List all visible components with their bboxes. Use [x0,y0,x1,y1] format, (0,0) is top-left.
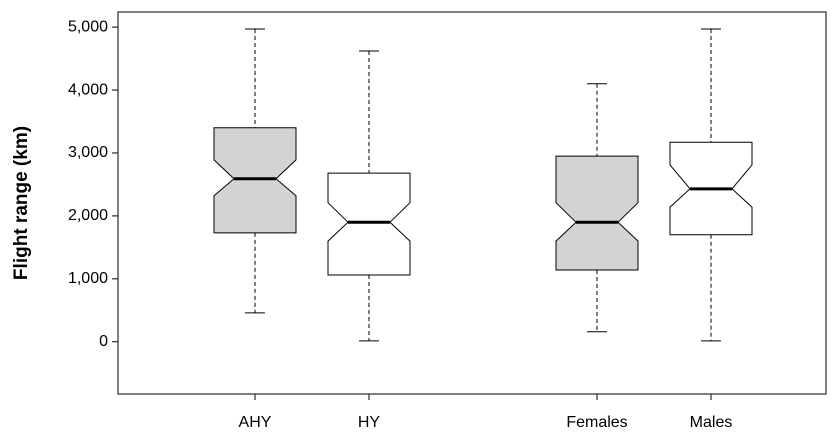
box [213,127,297,234]
x-tick-label: HY [358,414,381,431]
y-tick-label: 5,000 [68,18,108,35]
y-axis-label: Flight range (km) [11,126,32,280]
y-tick-label: 3,000 [68,144,108,161]
x-tick-label: AHY [239,414,272,431]
box [327,172,411,276]
y-tick-label: 4,000 [68,81,108,98]
x-tick-label: Females [566,414,627,431]
plot-frame [117,11,827,395]
y-tick-label: 2,000 [68,207,108,224]
box [555,155,639,271]
x-tick-label: Males [690,414,733,431]
y-tick-label: 0 [99,333,108,350]
y-tick-label: 1,000 [68,270,108,287]
